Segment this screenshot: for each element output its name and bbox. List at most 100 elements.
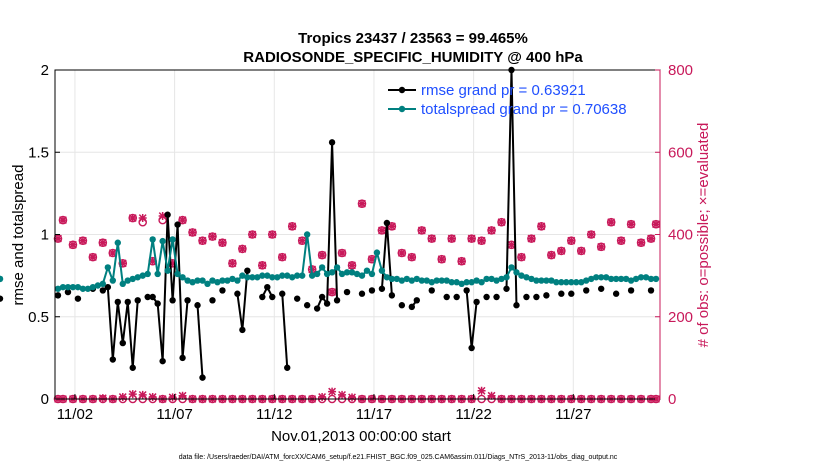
rmse-point <box>473 298 480 306</box>
totalspread-point <box>348 269 356 276</box>
totalspread-point <box>568 279 575 286</box>
rmse-point <box>493 293 500 301</box>
totalspread-point <box>413 275 421 283</box>
totalspread-point <box>274 274 281 281</box>
totalspread-point <box>124 277 131 284</box>
obs-evaluated-point <box>208 232 217 241</box>
obs-evaluated-point <box>258 261 267 270</box>
totalspread-point <box>149 236 156 243</box>
obs-evaluated-bottom-point <box>318 392 327 401</box>
obs-evaluated-point <box>168 259 177 268</box>
rmse-point <box>174 221 181 228</box>
rmse-point <box>184 297 191 304</box>
chart-subtitle: RADIOSONDE_SPECIFIC_HUMIDITY @ 400 hPa <box>243 49 583 66</box>
totalspread-point <box>279 272 286 279</box>
obs-evaluated-point <box>238 244 247 253</box>
totalspread-point <box>204 280 211 288</box>
rmse-line-segment <box>281 293 289 368</box>
obs-evaluated-bottom-point <box>328 387 337 396</box>
obs-evaluated-point <box>68 240 77 249</box>
totalspread-point <box>134 274 141 281</box>
rmse-point <box>119 339 126 347</box>
obs-evaluated-point <box>198 236 207 245</box>
chart-title: Tropics 23437 / 23563 = 99.465% <box>298 30 528 47</box>
totalspread-point <box>528 275 535 283</box>
x-tick-label: 11/07 <box>156 406 192 423</box>
totalspread-point <box>548 277 555 284</box>
x-tick-label: 11/27 <box>555 406 591 423</box>
legend-rmse-marker <box>398 86 406 94</box>
totalspread-point <box>423 277 430 284</box>
right-axis-series-layer <box>53 199 661 404</box>
totalspread-point <box>453 279 460 286</box>
totalspread-point <box>264 272 271 279</box>
totalspread-point <box>129 275 136 283</box>
rmse-point <box>647 287 655 294</box>
y-axis-label-right: # of obs: o=possible; ×=evaluated <box>695 123 712 348</box>
totalspread-point <box>79 285 87 292</box>
totalspread-point <box>508 264 515 271</box>
obs-evaluated-point <box>527 234 536 243</box>
totalspread-point <box>438 277 445 284</box>
obs-evaluated-point <box>417 226 426 235</box>
totalspread-point <box>328 269 336 276</box>
totalspread-point <box>388 275 396 283</box>
totalspread-point <box>209 277 216 284</box>
totalspread-point <box>0 275 4 283</box>
totalspread-point <box>144 270 151 278</box>
x-tick-label: 11/02 <box>57 406 93 423</box>
totalspread-point <box>363 267 371 274</box>
rmse-point <box>74 295 82 302</box>
y-right-tick-label: 800 <box>668 62 693 79</box>
totalspread-point <box>513 269 520 276</box>
totalspread-point <box>179 274 186 281</box>
obs-evaluated-point <box>577 246 586 255</box>
rmse-point <box>269 293 276 301</box>
obs-evaluated-bottom-point <box>118 392 127 401</box>
totalspread-point <box>488 275 495 283</box>
legend: rmse grand pr = 0.63921 totalspread gran… <box>388 82 627 118</box>
totalspread-point <box>333 264 341 271</box>
obs-evaluated-point <box>377 226 386 235</box>
rmse-point <box>144 293 151 301</box>
obs-evaluated-point <box>617 236 626 245</box>
rmse-point <box>468 344 475 352</box>
totalspread-point <box>169 236 176 243</box>
obs-evaluated-point <box>88 253 97 262</box>
obs-evaluated-point <box>188 228 197 237</box>
obs-evaluated-point <box>58 216 67 225</box>
obs-evaluated-point <box>467 234 476 243</box>
rmse-point <box>558 290 565 297</box>
obs-evaluated-point <box>268 230 277 239</box>
rmse-point <box>284 364 291 371</box>
obs-evaluated-bottom-point <box>148 392 157 401</box>
obs-evaluated-point <box>447 234 456 243</box>
totalspread-point <box>583 277 590 284</box>
legend-totalspread-marker <box>398 105 406 113</box>
totalspread-point <box>89 283 97 291</box>
obs-evaluated-point <box>248 230 257 239</box>
rmse-point <box>533 293 540 301</box>
totalspread-point <box>94 282 102 289</box>
totalspread-point <box>558 279 565 286</box>
totalspread-point <box>642 274 650 281</box>
rmse-point <box>0 295 4 302</box>
totalspread-point <box>393 275 401 283</box>
totalspread-point <box>194 277 201 284</box>
totalspread-point <box>343 269 351 276</box>
rmse-point <box>279 290 286 297</box>
rmse-point <box>209 297 216 304</box>
totalspread-point <box>578 279 585 286</box>
rmse-point <box>358 290 366 297</box>
rmse-point <box>483 293 490 301</box>
totalspread-point <box>573 279 580 286</box>
totalspread-point <box>114 239 121 246</box>
obs-evaluated-bottom-point <box>128 390 137 399</box>
totalspread-point <box>289 274 296 281</box>
obs-evaluated-point <box>477 236 486 245</box>
totalspread-point <box>254 274 261 281</box>
rmse-point <box>568 290 575 297</box>
rmse-point <box>413 297 421 304</box>
y-right-tick-label: 200 <box>668 309 693 326</box>
